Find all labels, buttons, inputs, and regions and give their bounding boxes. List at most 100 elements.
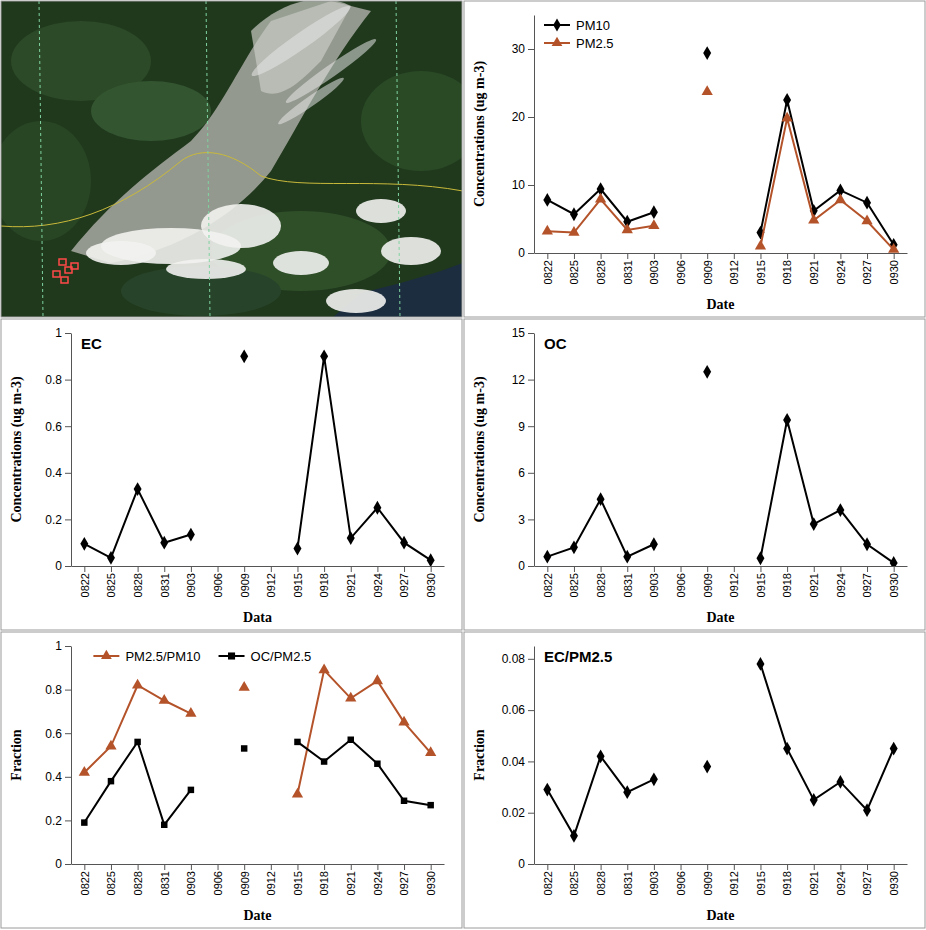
y-tick-label: 0.8 (45, 683, 62, 697)
y-axis-title: Concentrations (ug m-3) (472, 376, 488, 523)
legend-label: PM10 (576, 18, 610, 33)
x-tick-mark (734, 566, 735, 572)
x-tick: 0927 (861, 253, 873, 284)
y-tick-mark (528, 659, 534, 660)
x-tick: 0906 (675, 253, 687, 284)
x-tick-label: 0903 (648, 871, 660, 895)
x-tick-label: 0924 (372, 871, 384, 895)
x-axis: 0822082508280831090309060909091209150918… (72, 864, 445, 895)
legend-marker (553, 18, 561, 31)
y-tick: 0.06 (502, 703, 534, 717)
x-tick-label: 0909 (702, 871, 714, 895)
y-axis-line (71, 647, 72, 865)
panel-frame (1, 319, 462, 630)
x-tick-label: 0906 (212, 871, 224, 895)
x-tick: 0930 (425, 566, 437, 597)
y-tick-label: 15 (512, 326, 526, 340)
plot-area (543, 657, 897, 843)
chart: 00.20.40.60.8108220825082808310903090609… (9, 639, 445, 923)
y-tick-label: 0 (518, 246, 525, 260)
y-tick-mark (528, 761, 534, 762)
y-tick-mark (65, 566, 71, 567)
x-tick-label: 0909 (239, 871, 251, 895)
x-tick-mark (164, 864, 165, 870)
y-tick-label: 0.02 (502, 806, 526, 820)
x-tick-label: 0831 (159, 573, 171, 597)
x-tick-mark (574, 566, 575, 572)
y-tick-mark (528, 519, 534, 520)
data-point (595, 193, 606, 203)
y-axis: 03691215 (512, 326, 535, 573)
panel-frame (464, 319, 925, 630)
y-tick: 9 (518, 420, 534, 434)
x-tick: 0828 (132, 566, 144, 597)
fire-spot (61, 277, 68, 283)
cloud (381, 237, 441, 265)
x-tick-mark (627, 253, 628, 259)
x-tick-label: 0915 (755, 260, 767, 284)
x-tick-mark (814, 566, 815, 572)
y-tick-label: 20 (512, 110, 526, 124)
x-tick-mark (734, 253, 735, 259)
x-tick: 0927 (861, 864, 873, 895)
y-tick: 0.2 (45, 814, 71, 828)
x-tick: 0831 (622, 253, 634, 284)
y-tick-label: 12 (512, 373, 526, 387)
x-tick-mark (431, 566, 432, 572)
x-tick: 0825 (568, 253, 580, 284)
legend: PM10PM2.5 (544, 18, 614, 51)
x-tick: 0825 (568, 566, 580, 597)
x-tick: 0930 (888, 253, 900, 284)
y-axis-title: Fraction (9, 729, 24, 781)
data-point (781, 112, 792, 122)
data-point (623, 550, 631, 564)
legend-marker (552, 37, 563, 46)
y-tick-mark (528, 333, 534, 334)
x-tick: 0912 (728, 566, 740, 597)
data-point (321, 758, 327, 764)
plot-area (542, 46, 900, 253)
x-tick-mark (707, 253, 708, 259)
x-tick-mark (377, 864, 378, 870)
x-tick-label: 0921 (345, 573, 357, 597)
y-tick-label: 1 (55, 639, 62, 653)
data-point (160, 536, 168, 550)
data-point (294, 739, 300, 745)
y-tick: 0 (518, 857, 534, 871)
y-tick: 1 (55, 639, 71, 653)
y-tick-mark (65, 519, 71, 520)
data-point (810, 517, 818, 531)
x-tick-mark (547, 566, 548, 572)
x-tick-mark (681, 253, 682, 259)
x-tick-label: 0828 (595, 260, 607, 284)
panel-frame (464, 632, 925, 928)
x-tick: 0903 (648, 253, 660, 284)
y-tick-mark (528, 710, 534, 711)
data-point (107, 551, 115, 565)
x-tick: 0912 (728, 253, 740, 284)
x-tick-label: 0921 (345, 871, 357, 895)
x-tick: 0918 (781, 566, 793, 597)
x-tick-label: 0921 (808, 573, 820, 597)
x-tick: 0930 (888, 566, 900, 597)
x-tick-label: 0915 (292, 573, 304, 597)
x-tick-label: 0903 (648, 260, 660, 284)
data-point (401, 798, 407, 804)
y-axis-line (71, 334, 72, 567)
terrain-patch (1, 121, 91, 241)
data-point (159, 694, 170, 704)
x-tick-mark (734, 864, 735, 870)
data-point (188, 787, 194, 793)
data-point (132, 679, 143, 689)
x-tick: 0909 (702, 864, 714, 895)
x-tick: 0906 (675, 864, 687, 895)
x-tick-label: 0930 (425, 573, 437, 597)
x-tick-mark (244, 864, 245, 870)
y-tick: 0.6 (45, 727, 71, 741)
x-axis-title: Data (243, 610, 272, 625)
x-tick: 0903 (185, 566, 197, 597)
x-tick-label: 0924 (835, 260, 847, 284)
y-tick-mark (65, 777, 71, 778)
data-point (345, 692, 356, 702)
data-point (80, 537, 88, 551)
